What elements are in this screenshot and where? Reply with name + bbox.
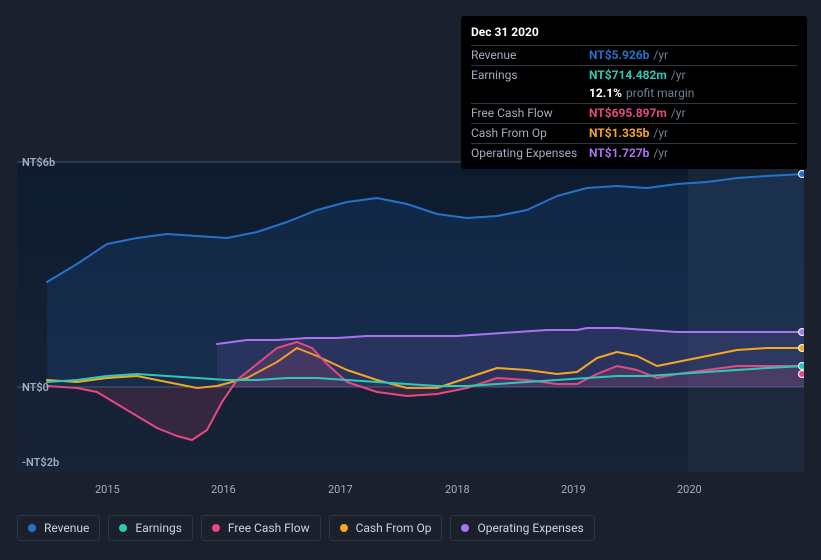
legend-label: Earnings	[135, 521, 182, 535]
legend-label: Revenue	[44, 521, 89, 535]
legend-label: Operating Expenses	[477, 521, 583, 535]
tooltip-row-suffix: /yr	[671, 67, 686, 84]
chart-tooltip: Dec 31 2020 RevenueNT$5.926b/yrEarningsN…	[461, 16, 807, 169]
tooltip-row-label: Operating Expenses	[471, 145, 589, 162]
x-axis-label: 2015	[95, 483, 120, 496]
tooltip-sub-row: 12.1%profit margin	[471, 84, 797, 103]
tooltip-row-label: Cash From Op	[471, 125, 589, 142]
legend-item[interactable]: Cash From Op	[329, 515, 443, 541]
legend-label: Free Cash Flow	[228, 521, 310, 535]
chart-legend: Revenue Earnings Free Cash Flow Cash From O…	[17, 515, 595, 541]
legend-dot	[28, 524, 36, 532]
tooltip-date: Dec 31 2020	[471, 22, 797, 45]
tooltip-row-label: Earnings	[471, 67, 589, 84]
x-axis-label: 2017	[328, 483, 353, 496]
tooltip-row-suffix: /yr	[671, 105, 686, 122]
tooltip-sub-suffix: profit margin	[626, 85, 694, 102]
tooltip-row-value: NT$714.482m	[589, 67, 667, 84]
tooltip-row: Free Cash FlowNT$695.897m/yr	[471, 103, 797, 123]
tooltip-row: Operating ExpensesNT$1.727b/yr	[471, 143, 797, 163]
tooltip-row: Cash From OpNT$1.335b/yr	[471, 123, 797, 143]
x-axis-label: 2018	[445, 483, 470, 496]
tooltip-row-suffix: /yr	[653, 47, 668, 64]
tooltip-row-value: NT$695.897m	[589, 105, 667, 122]
legend-item[interactable]: Operating Expenses	[450, 515, 594, 541]
tooltip-row-value: NT$5.926b	[589, 47, 649, 64]
legend-label: Cash From Op	[356, 521, 432, 535]
tooltip-rows: RevenueNT$5.926b/yrEarningsNT$714.482m/y…	[471, 45, 797, 163]
tooltip-row-label: Free Cash Flow	[471, 105, 589, 122]
legend-dot	[340, 524, 348, 532]
legend-dot	[461, 524, 469, 532]
financial-chart-container: Dec 31 2020 RevenueNT$5.926b/yrEarningsN…	[0, 0, 821, 560]
tooltip-row-value: NT$1.727b	[589, 145, 649, 162]
tooltip-row-value: NT$1.335b	[589, 125, 649, 142]
x-axis-label: 2016	[211, 483, 236, 496]
tooltip-row-suffix: /yr	[653, 125, 668, 142]
legend-item[interactable]: Earnings	[108, 515, 193, 541]
legend-item[interactable]: Free Cash Flow	[201, 515, 321, 541]
tooltip-row-label: Revenue	[471, 47, 589, 64]
tooltip-row: EarningsNT$714.482m/yr	[471, 65, 797, 85]
tooltip-row-suffix: /yr	[653, 145, 668, 162]
legend-item[interactable]: Revenue	[17, 515, 100, 541]
legend-dot	[119, 524, 127, 532]
x-axis-label: 2020	[677, 483, 702, 496]
x-axis-label: 2019	[561, 483, 586, 496]
tooltip-sub-value: 12.1%	[589, 85, 622, 102]
y-axis-label: NT$0	[22, 381, 49, 394]
y-axis-label: -NT$2b	[22, 456, 59, 469]
legend-dot	[212, 524, 220, 532]
y-axis-label: NT$6b	[22, 156, 55, 169]
tooltip-row: RevenueNT$5.926b/yr	[471, 45, 797, 65]
chart-plot-area[interactable]	[17, 152, 804, 472]
